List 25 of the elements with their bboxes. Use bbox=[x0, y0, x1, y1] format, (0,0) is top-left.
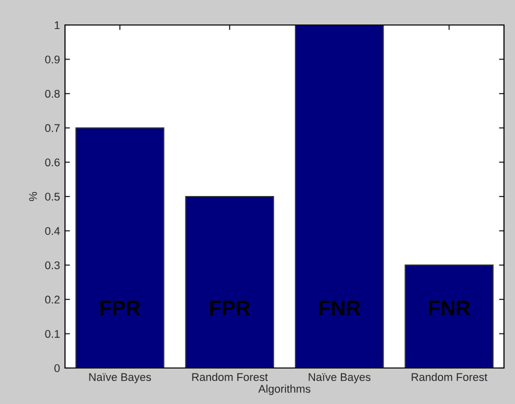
y-tick-label: 0.3 bbox=[45, 261, 60, 270]
bar bbox=[404, 264, 494, 368]
bar bbox=[75, 127, 164, 368]
y-tick-label: 0.2 bbox=[45, 296, 60, 304]
x-axis-title: Algorithms bbox=[258, 384, 310, 395]
y-tick-label: 0.1 bbox=[45, 330, 60, 338]
y-tick-label: 0.7 bbox=[45, 124, 60, 132]
y-tick-label: 0.5 bbox=[45, 192, 60, 201]
y-tick-label: 0.8 bbox=[45, 90, 60, 98]
y-tick-label: 0.9 bbox=[45, 56, 60, 64]
annotation: FPR bbox=[210, 300, 250, 316]
y-tick-label: 0.6 bbox=[45, 158, 60, 166]
y-tick-label: 0.4 bbox=[45, 227, 60, 235]
annotation: FPR bbox=[100, 300, 140, 316]
bar bbox=[185, 196, 274, 368]
x-tick-label: Random Forest bbox=[412, 372, 488, 382]
x-tick-label: Naïve Bayes bbox=[89, 373, 151, 384]
y-tick-label: 1 bbox=[54, 21, 60, 30]
x-tick-label: Naïve Bayes bbox=[308, 373, 370, 384]
y-axis-title: % bbox=[29, 192, 37, 202]
y-tick-label: 0 bbox=[54, 364, 60, 372]
bar bbox=[294, 25, 384, 368]
annotation: FNR bbox=[319, 300, 360, 316]
annotation: FNR bbox=[429, 300, 470, 316]
x-tick-label: Random Forest bbox=[192, 372, 268, 382]
